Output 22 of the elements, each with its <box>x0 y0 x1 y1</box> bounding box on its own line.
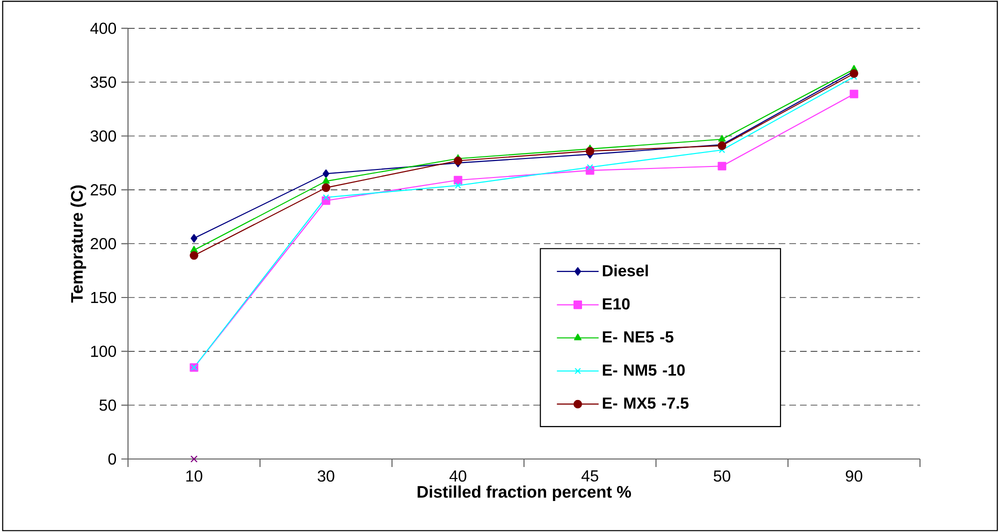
legend-label: E10 <box>602 298 630 310</box>
x-tick-label: 50 <box>714 470 730 482</box>
y-tick-label: 250 <box>90 184 116 196</box>
legend-label: E- MX5 -7.5 <box>602 398 689 409</box>
legend-label: E- NE5 -5 <box>602 331 674 343</box>
y-tick-label: 300 <box>90 130 116 142</box>
y-tick-label: 350 <box>90 76 116 88</box>
x-tick-label: 40 <box>449 470 466 482</box>
y-tick-label: 200 <box>90 238 116 250</box>
x-axis-title: Distilled fraction percent % <box>418 486 631 502</box>
y-tick-label: 100 <box>91 346 116 357</box>
legend-label: Diesel <box>602 264 648 276</box>
x-tick-label: 30 <box>318 470 334 482</box>
y-tick-label: 0 <box>108 453 116 465</box>
y-tick-label: 400 <box>90 22 116 34</box>
y-axis-title: Temprature (C) <box>70 185 86 303</box>
y-tick-label: 50 <box>99 399 116 411</box>
x-tick-label: 90 <box>846 470 862 482</box>
y-tick-label: 150 <box>91 292 116 304</box>
x-tick-label: 10 <box>186 470 202 482</box>
legend-label: E- NM5 -10 <box>602 364 685 376</box>
x-tick-label: 45 <box>581 470 598 482</box>
